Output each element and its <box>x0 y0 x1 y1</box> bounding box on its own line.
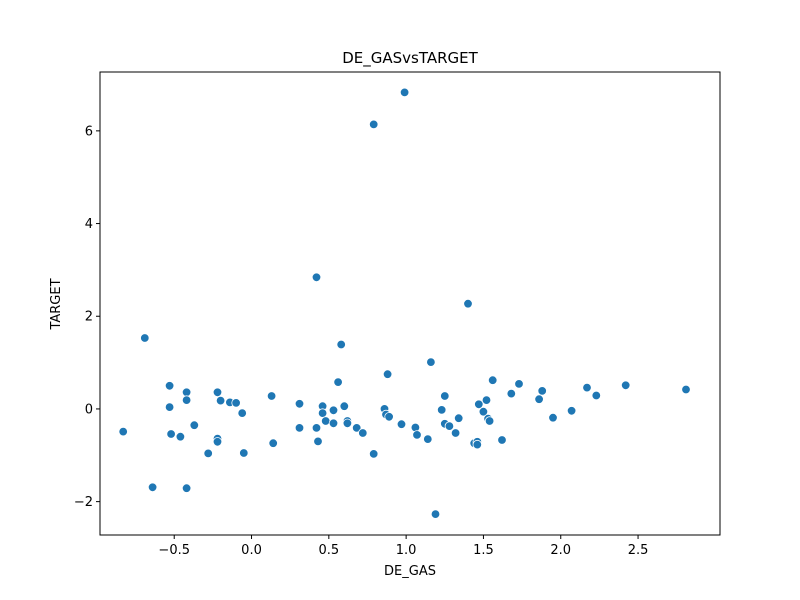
data-point <box>313 436 323 447</box>
data-point <box>321 416 331 426</box>
data-point <box>454 413 464 423</box>
data-point <box>484 416 495 426</box>
data-point <box>506 388 517 399</box>
data-point <box>537 386 547 396</box>
x-tick-label: 0.0 <box>241 543 262 558</box>
data-point <box>175 432 186 442</box>
y-tick-label: 2 <box>85 310 93 325</box>
data-point <box>333 377 343 387</box>
data-point <box>328 418 339 429</box>
y-tick-label: 0 <box>85 402 93 417</box>
data-point <box>437 405 447 415</box>
x-tick-label: −0.5 <box>158 543 190 558</box>
data-point <box>423 434 433 444</box>
data-point <box>164 381 175 391</box>
data-point <box>582 382 592 393</box>
data-point <box>294 399 305 409</box>
data-point <box>294 423 305 433</box>
data-point <box>514 379 524 389</box>
data-point <box>189 420 200 430</box>
y-tick-label: 6 <box>85 124 93 139</box>
data-point <box>399 87 410 98</box>
data-point <box>212 387 223 398</box>
data-point <box>681 384 691 395</box>
data-point <box>369 449 379 459</box>
data-point <box>450 428 461 438</box>
chart-title: DE_GASvsTARGET <box>342 49 478 68</box>
data-point <box>548 413 558 423</box>
data-points <box>118 87 691 519</box>
data-point <box>481 395 492 405</box>
data-point <box>118 426 128 437</box>
data-point <box>534 394 544 404</box>
data-point <box>430 509 441 519</box>
y-axis-label: TARGET <box>49 278 64 330</box>
x-tick-label: 1.5 <box>473 543 494 558</box>
data-point <box>472 439 483 450</box>
data-point <box>164 402 175 412</box>
data-point <box>352 423 362 433</box>
y-axis-ticks: −2 0 2 4 6 <box>74 124 100 510</box>
data-point <box>266 391 277 401</box>
data-point <box>369 119 379 130</box>
x-tick-label: 2.0 <box>550 543 571 558</box>
data-point <box>358 428 368 438</box>
data-point <box>317 408 328 418</box>
x-axis-label: DE_GAS <box>384 564 436 579</box>
y-tick-label: −2 <box>74 495 93 510</box>
data-point <box>311 423 322 433</box>
data-point <box>212 437 223 447</box>
data-point <box>382 369 393 379</box>
data-point <box>181 395 192 405</box>
data-point <box>621 380 631 391</box>
data-point <box>336 339 346 350</box>
data-point <box>181 483 192 493</box>
data-point <box>412 430 422 440</box>
data-point <box>140 333 150 343</box>
data-point <box>311 272 322 283</box>
x-tick-label: 0.5 <box>318 543 339 558</box>
data-point <box>339 401 350 411</box>
data-point <box>166 429 176 439</box>
data-point <box>426 357 436 367</box>
data-point <box>268 438 278 448</box>
data-point <box>231 398 241 408</box>
data-point <box>566 406 577 416</box>
y-tick-label: 4 <box>85 217 93 232</box>
data-point <box>478 407 489 417</box>
data-point <box>444 421 455 431</box>
data-point <box>239 448 249 458</box>
data-point <box>342 418 353 429</box>
data-point <box>328 405 339 416</box>
plot-frame <box>99 71 721 536</box>
data-point <box>440 391 450 401</box>
data-point <box>203 448 213 459</box>
data-point <box>237 408 247 418</box>
data-point <box>463 299 473 309</box>
x-tick-label: 2.5 <box>628 543 649 558</box>
data-point <box>147 482 158 493</box>
data-point <box>474 399 484 410</box>
data-point <box>497 435 507 445</box>
data-point <box>396 419 407 429</box>
data-point <box>384 412 394 422</box>
data-point <box>181 387 192 398</box>
data-point <box>488 375 498 385</box>
data-point <box>215 395 226 406</box>
x-tick-label: 1.0 <box>396 543 417 558</box>
x-axis-ticks: −0.5 0.0 0.5 1.0 1.5 2.0 2.5 <box>158 535 648 558</box>
data-point <box>591 390 602 401</box>
